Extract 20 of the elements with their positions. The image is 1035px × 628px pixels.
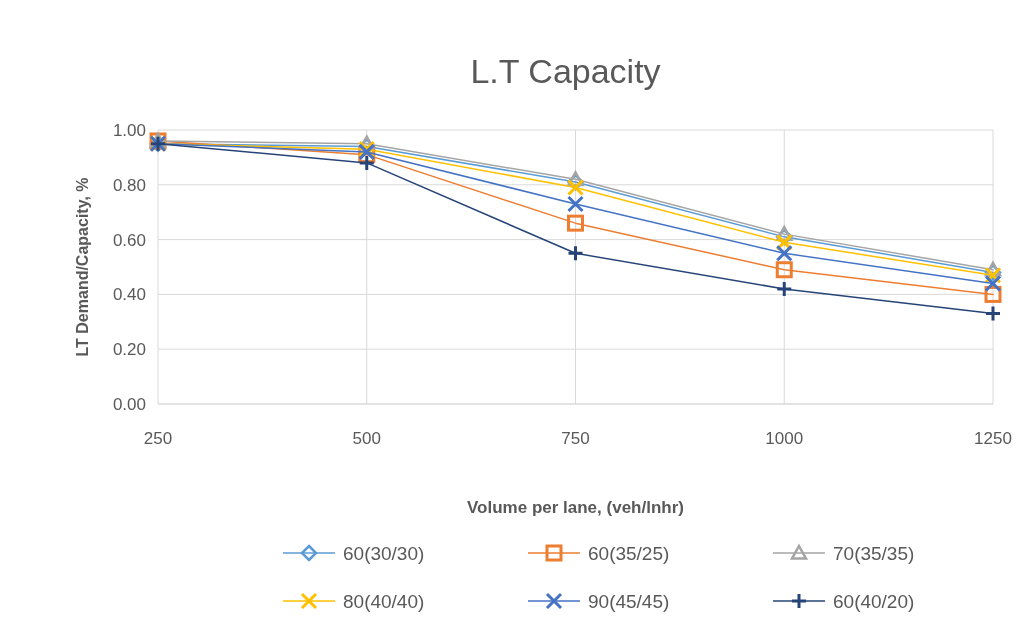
x-tick-label: 1000: [765, 429, 804, 448]
legend-label: 80(40/40): [343, 590, 425, 612]
y-tick-label: 0.60: [112, 230, 146, 250]
y-tick-label: 0.00: [112, 394, 146, 414]
y-tick-label: 0.20: [112, 340, 146, 360]
y-tick-label: 0.80: [112, 175, 146, 195]
legend-label: 60(30/30): [343, 542, 425, 564]
y-axis-title: LT Demand/Capacity, %: [74, 177, 91, 357]
legend-label: 60(35/25): [588, 542, 670, 564]
y-tick-label: 0.40: [112, 285, 146, 305]
y-tick-label: 1.00: [112, 120, 146, 140]
x-tick-label: 500: [352, 429, 381, 448]
x-tick-label: 750: [561, 429, 590, 448]
x-axis-title: Volume per lane, (veh/lnhr): [467, 498, 684, 517]
legend-label: 90(45/45): [588, 590, 670, 612]
legend-label: 70(35/35): [833, 542, 915, 564]
chart-title: L.T Capacity: [470, 52, 661, 90]
legend-label: 60(40/20): [833, 590, 915, 612]
x-tick-label: 250: [143, 429, 173, 448]
x-tick-label: 1250: [974, 429, 1012, 448]
